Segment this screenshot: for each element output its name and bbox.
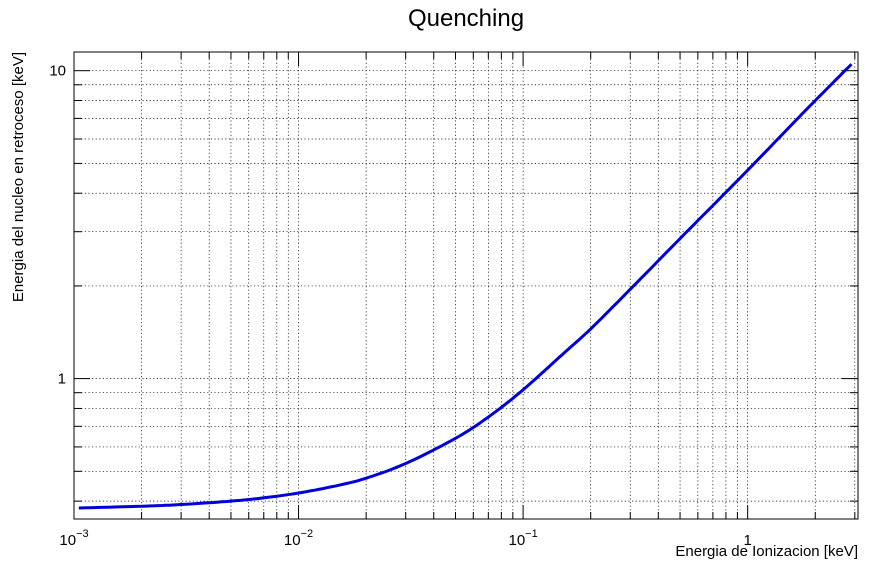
x-tick-label: 1 [743,532,751,549]
y-tick-label: 10 [49,63,66,80]
chart-title: Quenching [408,5,524,32]
x-tick-label: 10−2 [284,528,313,549]
tick-labels: 10−3 10−2 10−1 1 1 10 [49,63,752,549]
axis-ticks [73,52,858,519]
x-tick-label: 10−1 [508,528,537,549]
series-line [78,63,853,510]
y-axis-label: Energia del nucleo en retroceso [keV] [10,52,27,302]
x-axis-label: Energia de Ionizacion [keV] [675,543,858,560]
grid [73,52,858,519]
y-tick-label: 1 [58,371,66,388]
x-tick-label: 10−3 [59,528,88,549]
series-layer [78,63,853,510]
plot-frame [73,51,859,520]
